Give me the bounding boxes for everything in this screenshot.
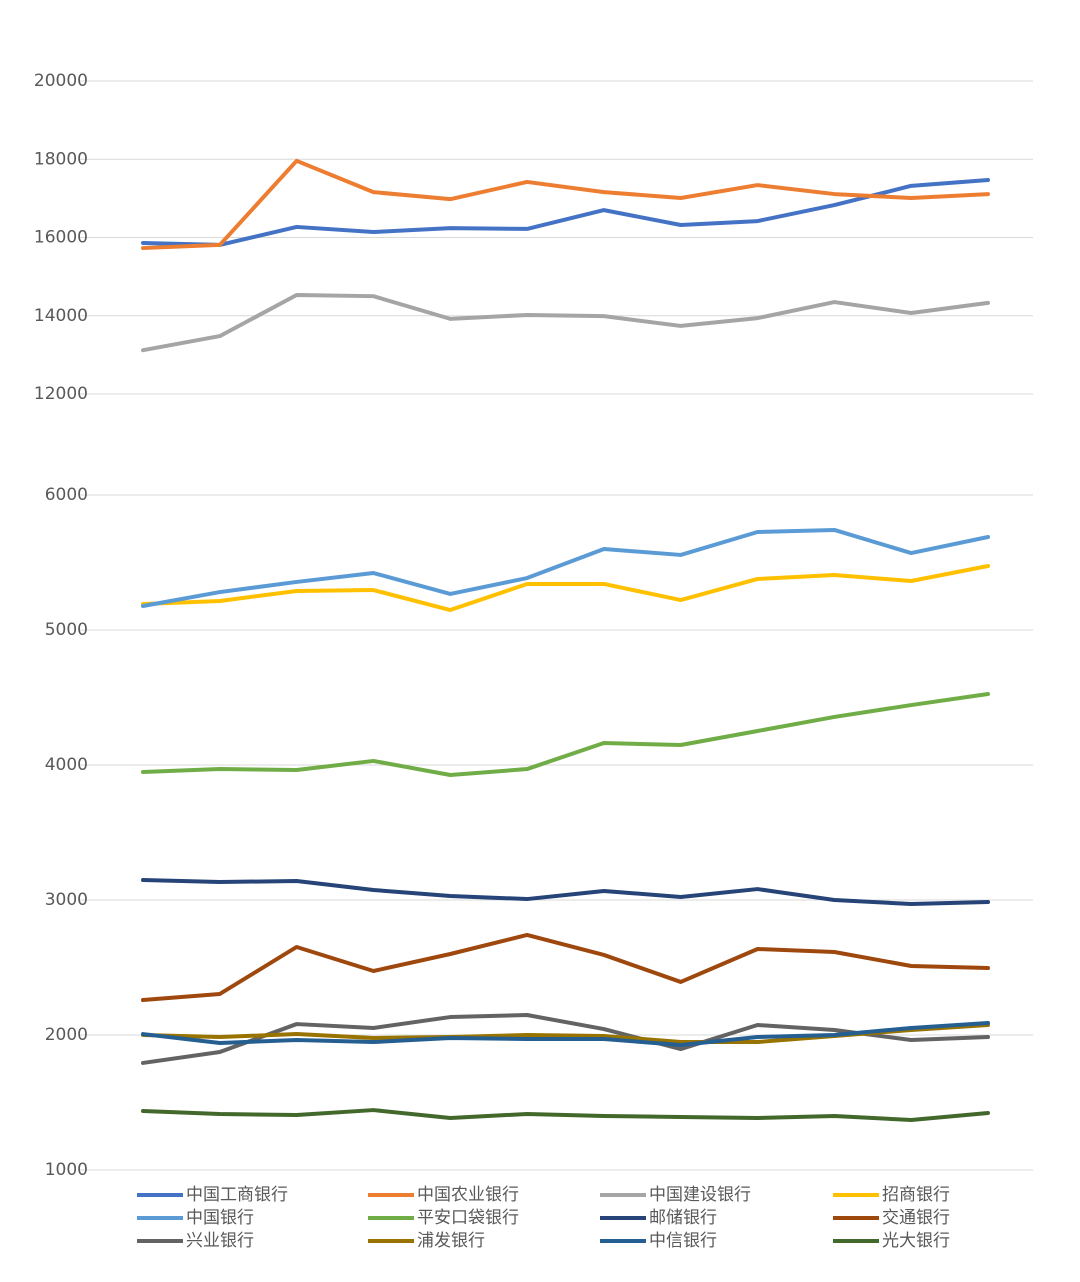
series-line: [141, 527, 990, 608]
y-tick-label: 18000: [34, 149, 88, 169]
series-line: [141, 1013, 990, 1065]
legend-label: 中国工商银行: [186, 1185, 288, 1205]
legend-label: 邮储银行: [649, 1208, 717, 1228]
legend-label: 光大银行: [882, 1231, 950, 1251]
y-tick-label: 3000: [45, 890, 88, 910]
legend-label: 浦发银行: [417, 1231, 485, 1251]
series-line: [141, 293, 990, 353]
series-line: [141, 158, 990, 251]
series-line: [141, 1020, 990, 1047]
series-line: [141, 691, 990, 777]
y-tick-label: 5000: [45, 620, 88, 640]
y-tick-label: 12000: [34, 384, 88, 404]
y-tick-label: 4000: [45, 755, 88, 775]
y-tick-label: 14000: [34, 306, 88, 326]
series-line: [141, 177, 990, 247]
legend-label: 中国银行: [186, 1208, 254, 1228]
y-tick-label: 2000: [45, 1025, 88, 1045]
series-line: [141, 878, 990, 907]
legend-label: 平安口袋银行: [417, 1208, 519, 1228]
legend-label: 交通银行: [882, 1208, 950, 1228]
y-tick-label: 20000: [34, 71, 88, 91]
legend-label: 中信银行: [649, 1231, 717, 1251]
y-tick-label: 6000: [45, 485, 88, 505]
series-line: [141, 564, 990, 613]
y-tick-label: 1000: [45, 1160, 88, 1180]
legend-label: 招商银行: [882, 1185, 950, 1205]
y-tick-label: 16000: [34, 228, 88, 248]
legend-label: 中国农业银行: [417, 1185, 519, 1205]
series-line: [141, 932, 990, 1003]
legend-label: 兴业银行: [186, 1231, 254, 1251]
legend-label: 中国建设银行: [649, 1185, 751, 1205]
series-line: [141, 1108, 990, 1123]
